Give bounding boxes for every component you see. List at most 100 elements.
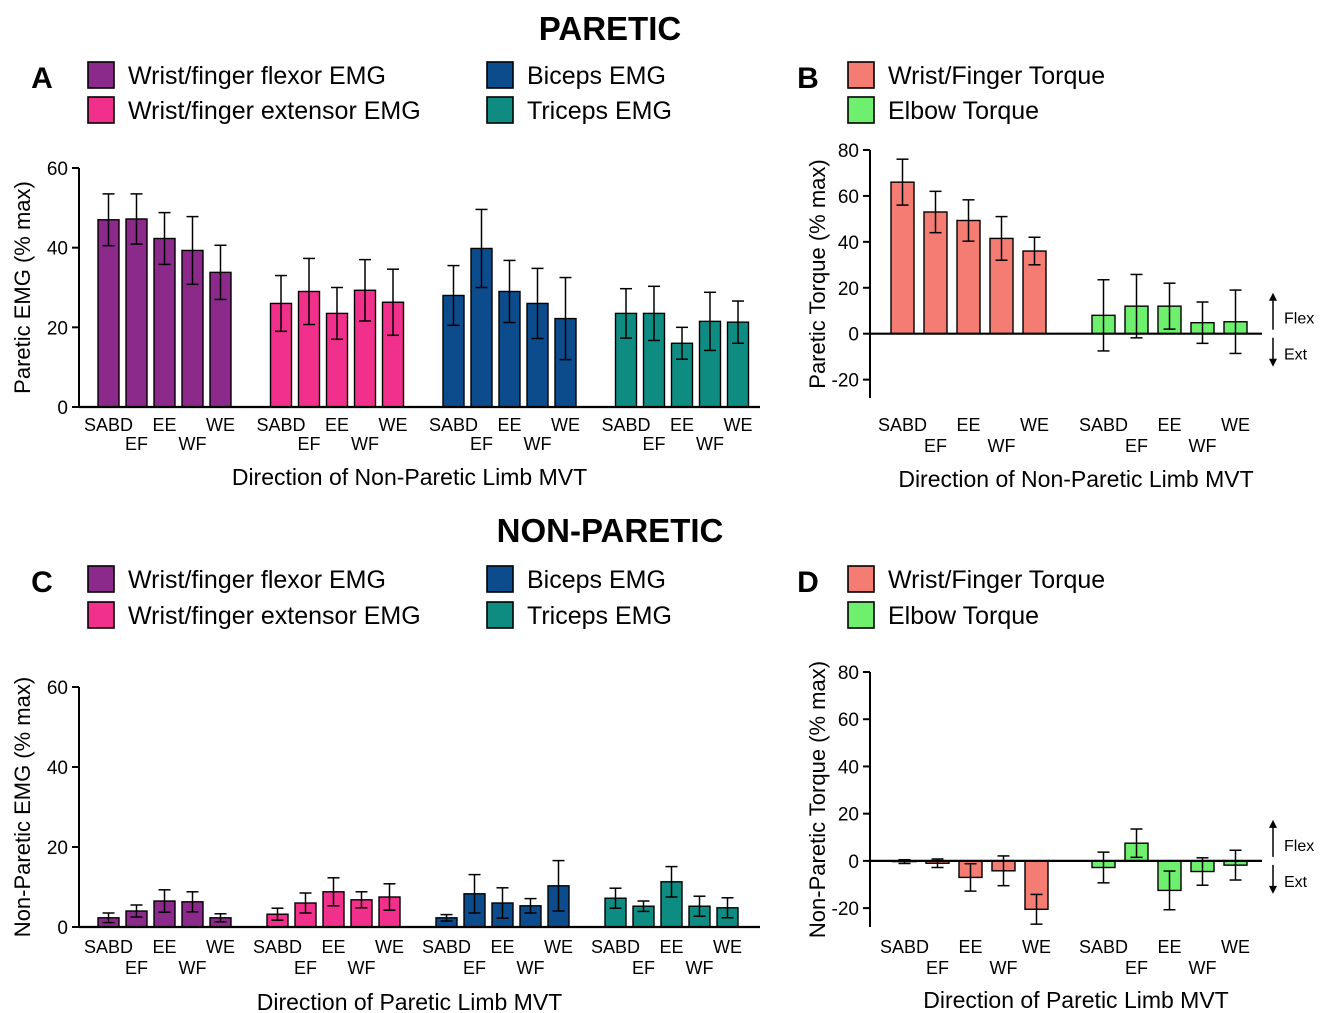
x-category-label-ee: EE <box>670 415 694 435</box>
legend-swatch-triceps-emg <box>486 96 514 124</box>
ext-arrow-head <box>1269 358 1277 367</box>
x-category-label-ee: EE <box>956 415 980 435</box>
legend-label-biceps-emg: Biceps EMG <box>527 62 666 90</box>
x-category-label-ee: EE <box>152 415 176 435</box>
x-category-label-ef: EF <box>1125 958 1148 978</box>
x-category-label-ef: EF <box>632 958 655 978</box>
y-tick-label: 40 <box>47 239 68 260</box>
y-tick-label: 60 <box>47 159 68 180</box>
x-category-label-we: WE <box>551 415 580 435</box>
x-category-label-wf: WF <box>686 958 714 978</box>
y-tick-label: 60 <box>47 678 68 699</box>
panel-letter: A <box>31 62 53 95</box>
y-tick-label: 0 <box>848 852 859 873</box>
x-category-label-ef: EF <box>642 434 665 454</box>
section-title-nonparetic: NON-PARETIC <box>497 512 724 549</box>
section-title-paretic: PARETIC <box>539 10 681 47</box>
x-category-label-sabd: SABD <box>429 415 478 435</box>
bar-wrist-finger-flexor-emg-ef <box>125 218 148 408</box>
legend-label-wrist-finger-flexor-emg: Wrist/finger flexor EMG <box>128 566 386 594</box>
flex-label: Flex <box>1284 311 1314 328</box>
x-category-label-wf: WF <box>348 958 376 978</box>
x-category-label-sabd: SABD <box>253 937 302 957</box>
x-category-label-we: WE <box>1020 415 1049 435</box>
x-category-label-we: WE <box>724 415 753 435</box>
y-tick-label: 40 <box>838 757 859 778</box>
legend-swatch-elbow-torque <box>847 601 875 629</box>
x-category-label-wf: WF <box>990 958 1018 978</box>
y-tick-label: -20 <box>832 899 859 920</box>
x-category-label-wf: WF <box>179 434 207 454</box>
x-axis-title: Direction of Paretic Limb MVT <box>923 987 1228 1013</box>
x-category-label-sabd: SABD <box>601 415 650 435</box>
y-tick-label: 40 <box>838 233 859 254</box>
x-category-label-wf: WF <box>1189 958 1217 978</box>
flex-arrow-head <box>1269 819 1277 828</box>
y-tick-label: 20 <box>47 838 68 859</box>
x-category-label-sabd: SABD <box>880 937 929 957</box>
x-category-label-sabd: SABD <box>422 937 471 957</box>
y-tick-label: 60 <box>838 710 859 731</box>
legend-swatch-wrist-finger-flexor-emg <box>87 61 115 89</box>
bar-wrist-finger-flexor-emg-sabd <box>97 219 120 408</box>
panel-letter: B <box>797 62 819 95</box>
x-category-label-sabd: SABD <box>84 937 133 957</box>
y-tick-label: 80 <box>838 663 859 684</box>
x-category-label-sabd: SABD <box>1079 937 1128 957</box>
legend-label-biceps-emg: Biceps EMG <box>527 566 666 594</box>
panel-d: D Wrist/Finger Torque Elbow Torque -20 0 20 40… <box>797 565 1314 1013</box>
y-tick-label: 80 <box>838 141 859 162</box>
y-tick-label: 40 <box>47 758 68 779</box>
legend-label-triceps-emg: Triceps EMG <box>527 602 672 630</box>
legend-swatch-biceps-emg <box>486 61 514 89</box>
x-category-label-ee: EE <box>325 415 349 435</box>
x-category-label-ef: EF <box>926 958 949 978</box>
x-category-label-ef: EF <box>463 958 486 978</box>
legend-label-wrist-finger-extensor-emg: Wrist/finger extensor EMG <box>128 97 421 125</box>
ext-arrow-head <box>1269 885 1277 894</box>
x-category-label-ee: EE <box>321 937 345 957</box>
x-category-label-ee: EE <box>490 937 514 957</box>
x-category-label-wf: WF <box>696 434 724 454</box>
x-category-label-ef: EF <box>294 958 317 978</box>
x-category-label-sabd: SABD <box>1079 415 1128 435</box>
x-category-label-we: WE <box>1221 937 1250 957</box>
legend-swatch-wrist-finger-extensor-emg <box>87 601 115 629</box>
flex-arrow-head <box>1269 292 1277 301</box>
y-tick-label: 60 <box>838 187 859 208</box>
x-category-label-ee: EE <box>659 937 683 957</box>
x-category-label-wf: WF <box>179 958 207 978</box>
x-category-label-sabd: SABD <box>84 415 133 435</box>
legend-label-wrist-finger-torque: Wrist/Finger Torque <box>888 566 1105 594</box>
legend-swatch-wrist-finger-extensor-emg <box>87 96 115 124</box>
ext-label: Ext <box>1284 874 1308 891</box>
y-axis-title: Non-Paretic Torque (% max) <box>805 661 830 938</box>
x-category-label-ee: EE <box>958 937 982 957</box>
x-category-label-wf: WF <box>351 434 379 454</box>
y-tick-label: 0 <box>57 398 68 419</box>
y-axis-title: Paretic Torque (% max) <box>805 159 830 388</box>
ext-label: Ext <box>1284 347 1308 364</box>
x-category-label-we: WE <box>206 415 235 435</box>
legend-label-elbow-torque: Elbow Torque <box>888 602 1039 630</box>
legend-swatch-biceps-emg <box>486 565 514 593</box>
x-category-label-ef: EF <box>125 434 148 454</box>
x-axis-title: Direction of Non-Paretic Limb MVT <box>232 464 587 490</box>
y-tick-label: -20 <box>832 371 859 392</box>
x-category-label-we: WE <box>379 415 408 435</box>
x-category-label-ee: EE <box>1157 937 1181 957</box>
x-category-label-sabd: SABD <box>591 937 640 957</box>
legend-swatch-wrist-finger-torque <box>847 565 875 593</box>
legend-label-wrist-finger-extensor-emg: Wrist/finger extensor EMG <box>128 602 421 630</box>
legend-label-elbow-torque: Elbow Torque <box>888 97 1039 125</box>
legend-swatch-wrist-finger-torque <box>847 61 875 89</box>
x-category-label-we: WE <box>544 937 573 957</box>
y-tick-label: 20 <box>838 805 859 826</box>
x-category-label-we: WE <box>1221 415 1250 435</box>
x-category-label-wf: WF <box>517 958 545 978</box>
x-category-label-ef: EF <box>470 434 493 454</box>
y-tick-label: 20 <box>47 318 68 339</box>
x-category-label-we: WE <box>206 937 235 957</box>
legend-swatch-wrist-finger-flexor-emg <box>87 565 115 593</box>
